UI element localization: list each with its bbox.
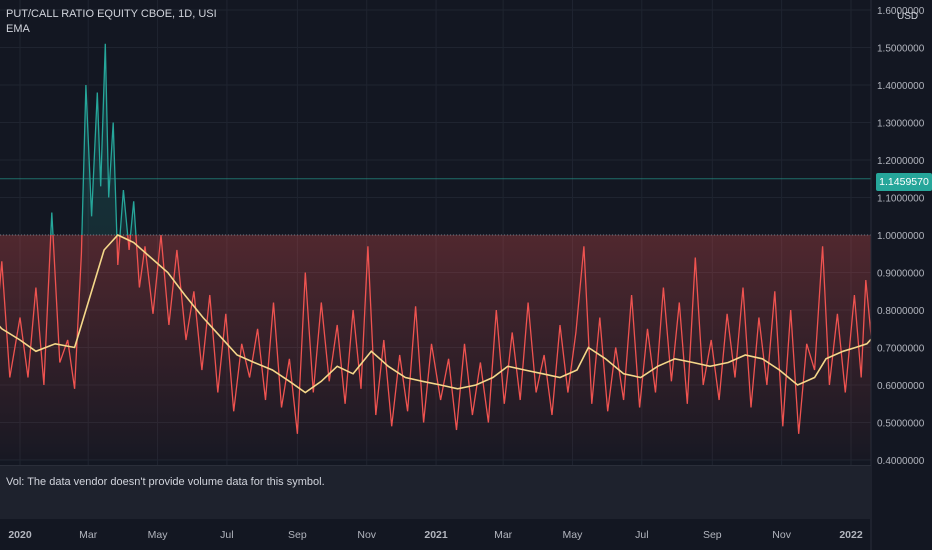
below-baseline-fill — [0, 235, 871, 460]
ratio-line-above — [50, 43, 162, 235]
price-tick-label: 1.6000000 — [877, 6, 925, 17]
price-tick-label: 0.9000000 — [877, 269, 925, 280]
volume-message: Vol: The data vendor doesn't provide vol… — [6, 476, 325, 488]
last-price-badge: 1.1459570 — [876, 173, 932, 191]
time-tick-label: Mar — [494, 529, 513, 541]
time-tick-label: 2021 — [424, 529, 448, 541]
time-axis[interactable]: 2020 Mar May Jul Sep Nov 2021 Mar May Jul Sep Nov 20… — [8, 529, 863, 541]
price-tick-label: 1.1000000 — [877, 194, 925, 205]
price-tick-label: 0.5000000 — [877, 419, 925, 430]
price-tick-label: 1.4000000 — [877, 81, 925, 92]
price-tick-label: 1.3000000 — [877, 119, 925, 130]
price-tick-label: 1.2000000 — [877, 156, 925, 167]
symbol-title[interactable]: PUT/CALL RATIO EQUITY CBOE, 1D, USI — [6, 8, 217, 20]
price-tick-label: 0.8000000 — [877, 306, 925, 317]
price-tick-label: 1.0000000 — [877, 231, 925, 242]
time-tick-label: Sep — [703, 529, 722, 541]
time-tick-label: Jul — [220, 529, 233, 541]
time-tick-label: Nov — [772, 529, 791, 541]
price-axis[interactable]: 1.6000000 1.5000000 1.4000000 1.3000000 1.20… — [877, 6, 925, 467]
ema-line — [0, 234, 871, 394]
price-tick-label: 0.6000000 — [877, 381, 925, 392]
time-axis-bg — [0, 518, 871, 550]
time-tick-label: 2022 — [839, 529, 863, 541]
indicator-label[interactable]: EMA — [6, 23, 30, 35]
time-tick-label: Mar — [79, 529, 98, 541]
time-tick-label: May — [563, 529, 584, 541]
time-tick-label: Sep — [288, 529, 307, 541]
time-tick-label: 2020 — [8, 529, 32, 541]
time-tick-label: Nov — [357, 529, 376, 541]
chart-legend: PUT/CALL RATIO EQUITY CBOE, 1D, USI EMA — [6, 7, 217, 37]
time-tick-label: Jul — [635, 529, 648, 541]
price-tick-label: 0.4000000 — [877, 456, 925, 467]
volume-pane[interactable]: Vol: The data vendor doesn't provide vol… — [0, 465, 871, 519]
above-baseline-fill — [0, 43, 871, 235]
currency-label[interactable]: USD — [897, 11, 919, 22]
price-tick-label: 0.7000000 — [877, 344, 925, 355]
plot-area — [0, 43, 871, 460]
price-tick-label: 1.5000000 — [877, 44, 925, 55]
time-tick-label: May — [148, 529, 169, 541]
ratio-line-below — [0, 235, 871, 434]
